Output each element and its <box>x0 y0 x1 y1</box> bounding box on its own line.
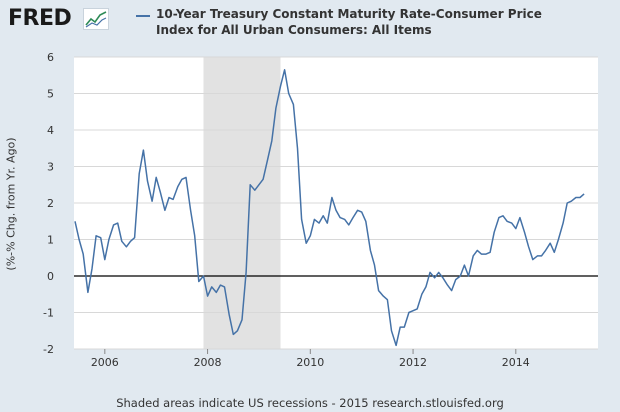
y-tick-label: 3 <box>47 161 54 174</box>
y-tick-label: 1 <box>47 234 54 247</box>
x-tick-label: 2012 <box>399 356 427 369</box>
x-tick-label: 2006 <box>91 356 119 369</box>
footer-note: Shaded areas indicate US recessions - 20… <box>116 396 504 410</box>
fred-logo: FRED <box>8 6 72 31</box>
x-tick-label: 2010 <box>296 356 324 369</box>
series-line <box>74 69 585 347</box>
x-axis-ticks: 2006 2008 2010 2012 2014 <box>91 349 530 369</box>
y-axis-ticks: -2 -1 0 1 2 3 4 5 6 <box>43 51 54 356</box>
legend-series-label: 10-Year Treasury Constant Maturity Rate-… <box>156 7 542 37</box>
legend-swatch <box>136 15 150 17</box>
y-axis-label: (%-% Chg. from Yr. Ago) <box>4 137 18 271</box>
y-tick-label: 6 <box>47 51 54 64</box>
y-tick-label: -1 <box>43 307 54 320</box>
y-tick-label: 0 <box>47 270 54 283</box>
y-tick-label: 4 <box>47 124 54 137</box>
line-chart-icon <box>83 8 109 30</box>
x-tick-label: 2014 <box>502 356 530 369</box>
y-tick-label: 2 <box>47 197 54 210</box>
series-line-group <box>74 69 585 347</box>
y-tick-label: 5 <box>47 88 54 101</box>
x-tick-label: 2008 <box>194 356 222 369</box>
y-tick-label: -2 <box>43 343 54 356</box>
